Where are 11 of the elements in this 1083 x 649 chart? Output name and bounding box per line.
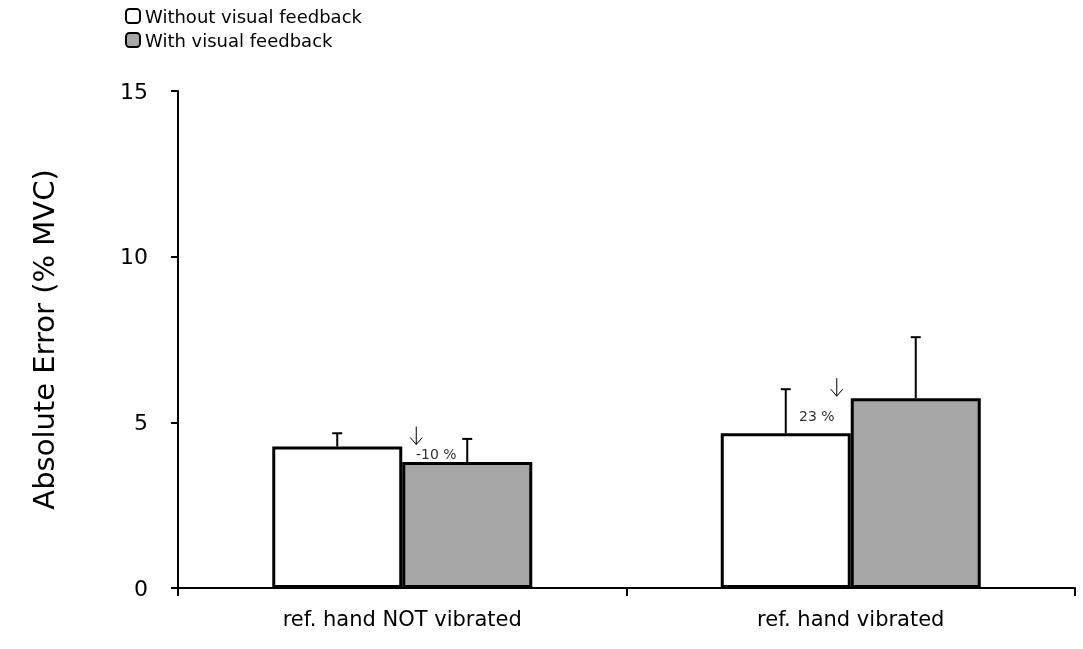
y-tick-label: 5 xyxy=(134,409,148,435)
legend-label: With visual feedback xyxy=(145,29,334,51)
annotation: 23 % xyxy=(798,407,835,424)
y-tick-label: 0 xyxy=(134,575,148,601)
x-tick-label: ref. hand vibrated xyxy=(757,606,945,631)
x-tick-label: ref. hand NOT vibrated xyxy=(282,606,522,631)
y-axis-title: Absolute Error (% MVC) xyxy=(26,169,61,510)
annotation: -10 % xyxy=(415,445,457,462)
y-tick-label: 15 xyxy=(120,78,148,104)
y-tick-label: 10 xyxy=(120,244,148,270)
legend-label: Without visual feedback xyxy=(145,5,363,27)
